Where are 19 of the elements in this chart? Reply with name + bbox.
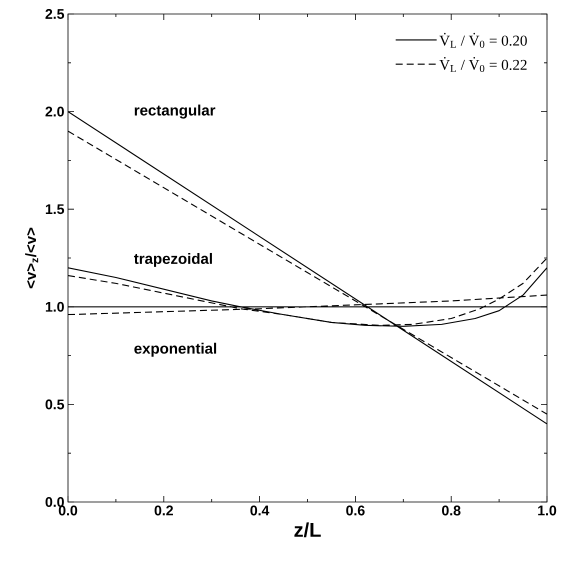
y-tick-label: 1.5 bbox=[46, 204, 64, 214]
x-tick-label: 0.8 bbox=[442, 506, 461, 516]
x-tick-label: 1.0 bbox=[538, 506, 556, 516]
y-tick-label: 2.5 bbox=[45, 9, 64, 19]
legend-label: V̇$_{L}$ / V̇$_{0}$ = 0.22 bbox=[439, 57, 527, 72]
y-tick-label: 1.0 bbox=[46, 302, 64, 312]
x-tick-label: 0.0 bbox=[58, 506, 78, 516]
annotation: rectangular bbox=[134, 104, 216, 119]
y-axis-title: <v>$_{z}$/<v> bbox=[25, 228, 38, 288]
x-axis-title: z/L bbox=[294, 522, 321, 538]
annotation: trapezoidal bbox=[134, 252, 212, 267]
y-tick-label: 2.0 bbox=[45, 106, 64, 117]
x-tick-label: 0.6 bbox=[346, 506, 365, 516]
legend-label: V̇$_{L}$ / V̇$_{0}$ = 0.20 bbox=[439, 32, 527, 48]
x-tick-label: 0.4 bbox=[250, 506, 270, 516]
y-tick-label: 0.0 bbox=[46, 497, 64, 507]
x-tick-label: 0.2 bbox=[154, 506, 173, 516]
y-tick-label: 0.5 bbox=[46, 399, 64, 410]
annotation: exponential bbox=[134, 342, 216, 357]
